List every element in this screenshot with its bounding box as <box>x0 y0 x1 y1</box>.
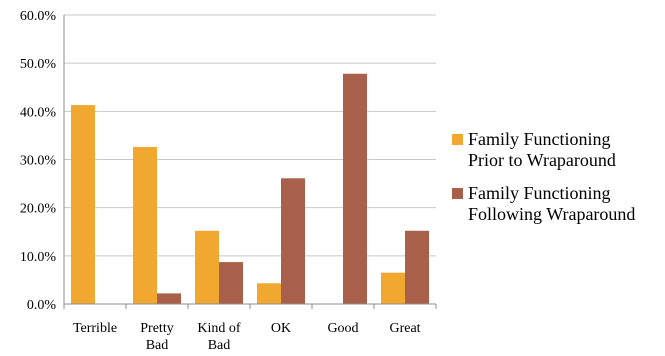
y-tick-label: 10.0% <box>20 250 57 265</box>
x-category-label: Pretty Bad <box>140 321 173 353</box>
bar <box>381 272 405 304</box>
legend-label: Family Functioning Prior to Wraparound <box>468 129 616 170</box>
bars <box>71 73 429 305</box>
y-tick-label: 50.0% <box>20 57 57 72</box>
bar <box>219 262 243 304</box>
legend-swatch <box>452 134 463 145</box>
y-tick-label: 0.0% <box>27 298 57 313</box>
x-category-label: Great <box>389 321 420 336</box>
y-tick-label: 40.0% <box>20 105 57 120</box>
y-tick-label: 30.0% <box>20 154 57 169</box>
bar <box>133 146 157 304</box>
y-axis-tick-labels: 0.0% 10.0% 20.0% 30.0% 40.0% 50.0% 60.0% <box>20 9 57 313</box>
bar <box>71 105 95 305</box>
bar <box>281 178 305 304</box>
bar <box>195 230 219 304</box>
axes <box>63 15 437 309</box>
y-tick-label: 20.0% <box>20 202 57 217</box>
legend-label: Family Functioning Following Wraparound <box>468 183 635 224</box>
bar <box>257 283 281 304</box>
x-category-label: OK <box>271 321 291 336</box>
gridlines <box>64 14 436 257</box>
y-tick-label: 60.0% <box>20 9 57 24</box>
bar <box>157 293 181 304</box>
bar <box>405 230 429 304</box>
legend-swatch <box>452 188 463 199</box>
x-category-label: Kind of Bad <box>197 321 241 353</box>
x-category-label: Good <box>327 321 358 336</box>
x-category-label: Terrible <box>73 321 117 336</box>
x-axis-category-labels: Terrible Pretty Bad Kind of Bad OK Good Great <box>73 321 421 353</box>
legend: Family Functioning Prior to Wraparound Fam… <box>452 129 635 224</box>
bar <box>343 73 367 304</box>
